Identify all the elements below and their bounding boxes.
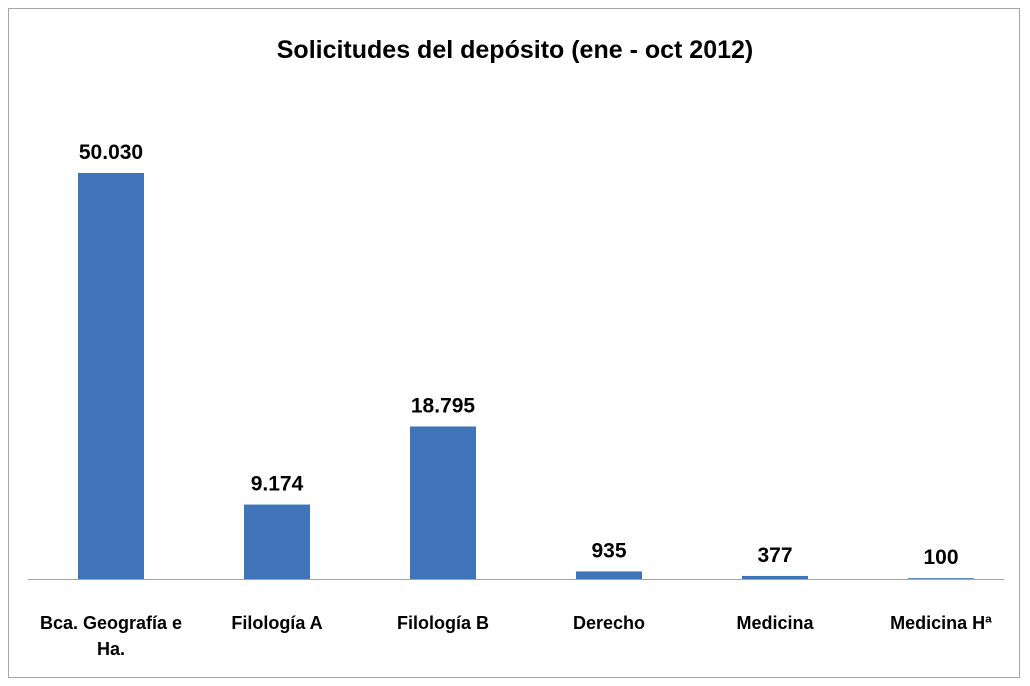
bar: [78, 173, 144, 579]
value-label: 377: [757, 544, 792, 567]
value-label: 50.030: [79, 141, 143, 164]
bar: [908, 578, 974, 579]
x-tick-label: Filología B: [397, 613, 489, 633]
x-tick-label: Medicina Hª: [890, 613, 992, 633]
bar: [244, 504, 310, 579]
value-label: 18.795: [411, 394, 476, 417]
chart-frame: [8, 8, 1020, 678]
x-tick-label: Bca. Geografía e Ha.: [39, 613, 183, 659]
bar: [742, 575, 808, 579]
bar: [576, 571, 642, 579]
x-tick-label: Medicina: [736, 613, 814, 633]
chart-title: Solicitudes del depósito (ene - oct 2012…: [277, 36, 754, 64]
value-label: 935: [591, 539, 626, 562]
x-tick-label: Filología A: [231, 613, 323, 633]
value-label: 9.174: [251, 473, 304, 496]
value-label: 100: [923, 546, 958, 569]
bar: [410, 426, 476, 579]
x-tick-label: Derecho: [572, 613, 646, 633]
